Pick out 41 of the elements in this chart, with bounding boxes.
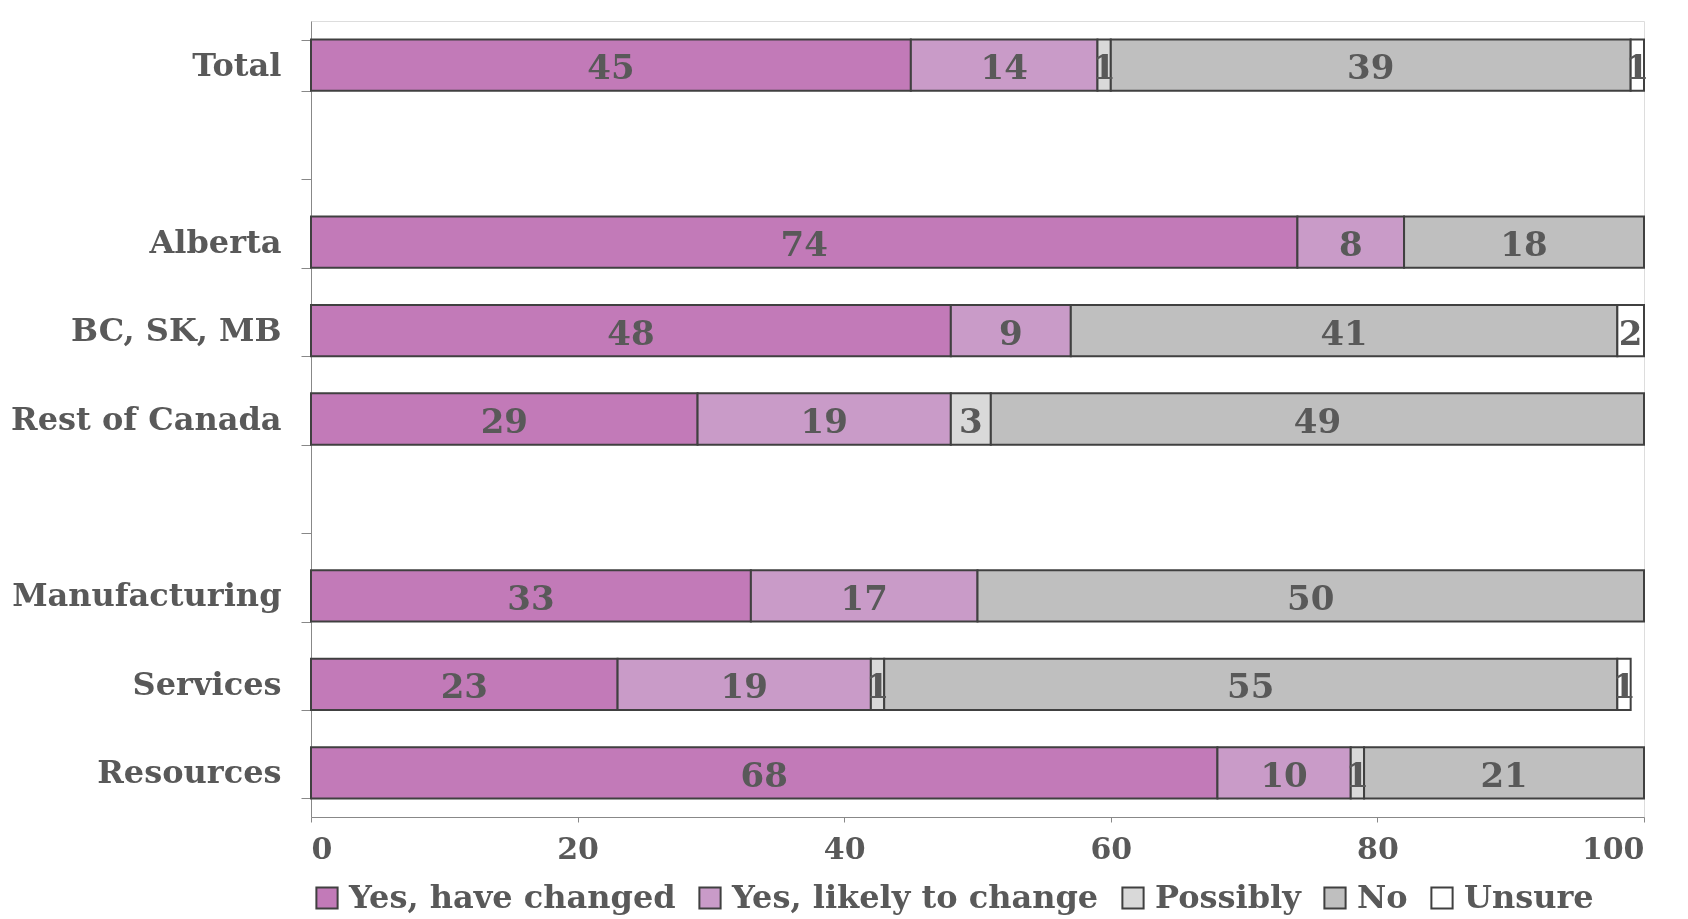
x-tick-label: 0 [311, 830, 333, 866]
legend-label: Possibly [1155, 878, 1303, 916]
legend-label: Unsure [1464, 878, 1594, 916]
data-label: 17 [840, 577, 888, 618]
data-label: 3 [959, 401, 983, 441]
data-label: 18 [1500, 224, 1548, 265]
data-label: 9 [998, 312, 1023, 353]
data-label: 29 [480, 401, 528, 441]
x-tick-label: 60 [1090, 830, 1133, 866]
legend-label: No [1357, 878, 1408, 916]
data-label: 14 [980, 47, 1028, 88]
data-label: 49 [1293, 401, 1342, 441]
data-label: 68 [740, 754, 788, 795]
data-label: 33 [507, 577, 555, 618]
data-label: 39 [1347, 47, 1395, 88]
legend-label: Yes, have changed [348, 878, 676, 916]
data-label: 19 [720, 666, 768, 707]
data-label: 21 [1480, 754, 1528, 795]
data-label: 2 [1618, 312, 1643, 353]
x-tick-label: 100 [1581, 830, 1645, 866]
x-tick-label: 80 [1357, 830, 1399, 866]
data-label: 50 [1287, 577, 1335, 618]
y-tick-label: Alberta [148, 222, 282, 261]
data-label: 45 [587, 47, 635, 88]
y-tick-label: Services [132, 664, 282, 703]
data-label: 10 [1260, 754, 1308, 795]
data-label: 55 [1227, 666, 1275, 707]
y-tick-label: Total [192, 45, 282, 84]
y-tick-label: BC, SK, MB [71, 311, 282, 350]
y-tick-label: Resources [97, 753, 282, 792]
data-label: 48 [607, 312, 655, 353]
x-tick-label: 20 [557, 830, 599, 866]
y-tick-label: Manufacturing [12, 576, 282, 615]
data-label: 23 [440, 666, 488, 707]
legend-label: Yes, likely to change [731, 878, 1099, 916]
data-label: 19 [800, 401, 848, 441]
data-label: 74 [780, 224, 828, 265]
y-tick-label: Rest of Canada [11, 399, 282, 438]
data-label: 8 [1338, 224, 1363, 265]
data-label: 41 [1320, 312, 1368, 353]
x-tick-label: 40 [823, 830, 866, 866]
